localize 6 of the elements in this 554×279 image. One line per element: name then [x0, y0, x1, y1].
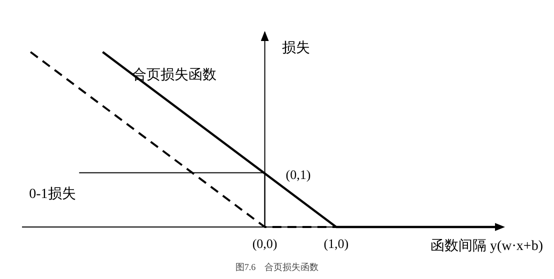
x-tick-label: (1,0)	[324, 236, 349, 251]
caption: 图7.6 合页损失函数	[235, 262, 319, 272]
y-axis-title: 损失	[282, 40, 310, 56]
x-axis-title: 函数间隔 y(w·x+b)	[430, 238, 544, 254]
x-tick-label: (0,0)	[252, 236, 278, 251]
annotation: (0,1)	[286, 166, 311, 182]
